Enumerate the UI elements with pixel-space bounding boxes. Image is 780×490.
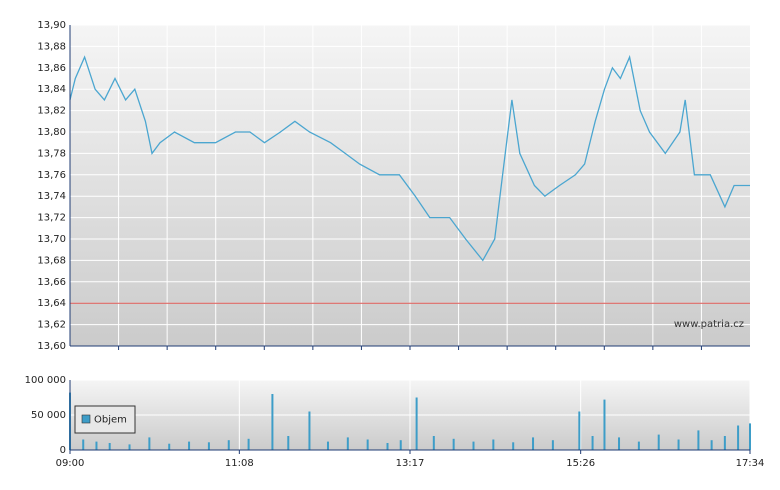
volume-bar xyxy=(271,394,274,450)
x-tick-label: 11:08 xyxy=(225,458,254,469)
volume-bar xyxy=(148,437,151,450)
y-tick-label: 50 000 xyxy=(31,410,66,421)
y-tick-label: 13,72 xyxy=(37,213,66,224)
y-tick-label: 0 xyxy=(60,445,66,456)
volume-bar xyxy=(723,436,726,450)
volume-bar xyxy=(578,411,581,450)
volume-bar xyxy=(188,441,191,450)
volume-bar xyxy=(128,444,131,450)
y-tick-label: 13,68 xyxy=(37,255,66,266)
y-tick-label: 13,64 xyxy=(37,298,66,309)
volume-bar xyxy=(399,440,402,450)
volume-bar xyxy=(749,423,751,450)
volume-bar xyxy=(657,434,660,450)
volume-bar xyxy=(737,425,740,450)
volume-bar xyxy=(308,411,311,450)
volume-bar xyxy=(492,439,495,450)
price-line xyxy=(69,54,750,262)
y-tick-label: 13,60 xyxy=(37,341,66,352)
legend-swatch xyxy=(81,414,91,424)
volume-bar xyxy=(227,440,230,450)
volume-bar xyxy=(452,438,455,450)
volume-bar xyxy=(697,430,700,450)
volume-bar xyxy=(637,441,640,450)
volume-bar xyxy=(326,441,329,450)
volume-bar xyxy=(207,442,210,450)
volume-bar xyxy=(82,439,85,450)
y-tick-label: 13,90 xyxy=(37,20,66,31)
y-tick-label: 13,66 xyxy=(37,277,66,288)
watermark: www.patria.cz xyxy=(674,319,744,330)
y-tick-label: 13,62 xyxy=(37,320,66,331)
y-tick-label: 13,84 xyxy=(37,84,66,95)
volume-bar xyxy=(472,441,475,450)
y-tick-label: 13,80 xyxy=(37,127,66,138)
volume-bar xyxy=(168,443,171,450)
y-tick-label: 13,74 xyxy=(37,191,66,202)
volume-bar xyxy=(386,443,389,450)
y-tick-label: 13,88 xyxy=(37,41,66,52)
y-tick-label: 13,76 xyxy=(37,170,66,181)
x-tick-label: 09:00 xyxy=(56,458,85,469)
x-tick-label: 13:17 xyxy=(396,458,425,469)
volume-bar xyxy=(346,437,349,450)
volume-bar xyxy=(512,442,515,450)
legend: Objem xyxy=(74,405,136,434)
volume-bar xyxy=(415,397,418,450)
x-tick-label: 17:34 xyxy=(736,458,765,469)
volume-bar xyxy=(108,443,111,450)
y-tick-label: 13,82 xyxy=(37,106,66,117)
volume-bar xyxy=(591,436,594,450)
volume-bar xyxy=(287,436,290,450)
volume-bar xyxy=(432,436,435,450)
volume-bar xyxy=(551,440,554,450)
volume-bar xyxy=(532,437,535,450)
y-tick-label: 100 000 xyxy=(25,375,66,386)
volume-bar xyxy=(677,439,680,450)
legend-label: Objem xyxy=(94,415,127,426)
volume-bar xyxy=(710,440,713,450)
y-tick-label: 13,70 xyxy=(37,234,66,245)
volume-bar xyxy=(95,441,98,450)
volume-bar xyxy=(603,399,606,450)
volume-bar xyxy=(618,437,621,450)
x-tick-label: 15:26 xyxy=(566,458,595,469)
y-tick-label: 13,78 xyxy=(37,148,66,159)
volume-bar xyxy=(366,439,369,450)
y-tick-label: 13,86 xyxy=(37,63,66,74)
volume-bar xyxy=(247,438,250,450)
